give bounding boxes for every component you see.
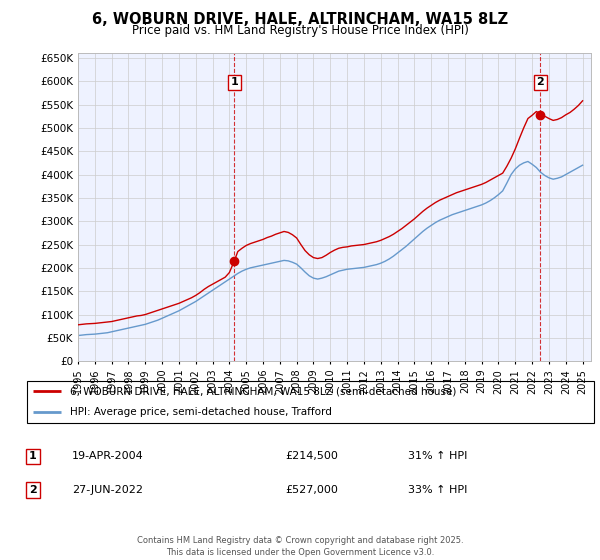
Text: 1: 1 (230, 77, 238, 87)
Text: 19-APR-2004: 19-APR-2004 (72, 451, 144, 461)
Text: 33% ↑ HPI: 33% ↑ HPI (409, 485, 467, 495)
Text: 6, WOBURN DRIVE, HALE, ALTRINCHAM, WA15 8LZ: 6, WOBURN DRIVE, HALE, ALTRINCHAM, WA15 … (92, 12, 508, 27)
Text: £214,500: £214,500 (286, 451, 338, 461)
Text: £527,000: £527,000 (286, 485, 338, 495)
Text: Price paid vs. HM Land Registry's House Price Index (HPI): Price paid vs. HM Land Registry's House … (131, 24, 469, 37)
Text: 1: 1 (29, 451, 37, 461)
Text: 27-JUN-2022: 27-JUN-2022 (73, 485, 143, 495)
Text: 2: 2 (29, 485, 37, 495)
Text: 6, WOBURN DRIVE, HALE, ALTRINCHAM, WA15 8LZ (semi-detached house): 6, WOBURN DRIVE, HALE, ALTRINCHAM, WA15 … (70, 386, 456, 396)
Text: Contains HM Land Registry data © Crown copyright and database right 2025.
This d: Contains HM Land Registry data © Crown c… (137, 536, 463, 557)
Text: 2: 2 (536, 77, 544, 87)
Text: HPI: Average price, semi-detached house, Trafford: HPI: Average price, semi-detached house,… (70, 407, 331, 417)
Text: 31% ↑ HPI: 31% ↑ HPI (409, 451, 467, 461)
